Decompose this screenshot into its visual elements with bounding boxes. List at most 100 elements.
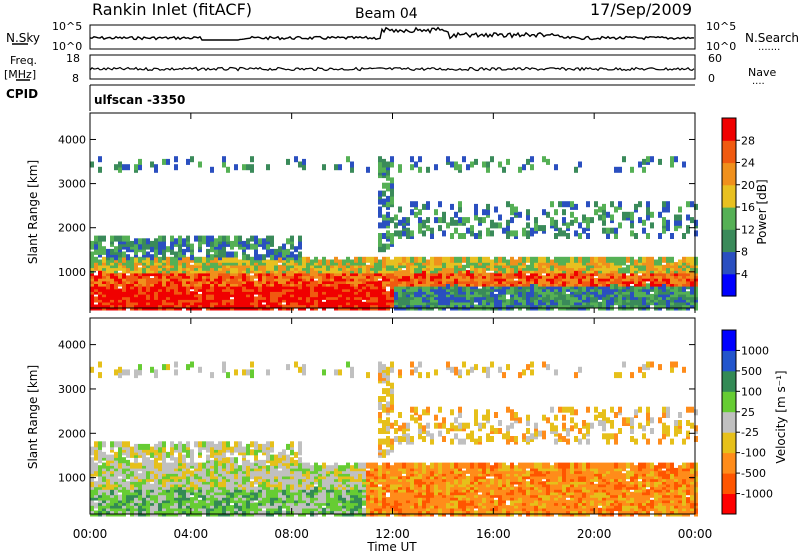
velocity-cell bbox=[454, 502, 458, 509]
velocity-cell bbox=[222, 451, 226, 458]
power-cell bbox=[106, 288, 110, 295]
power-cell bbox=[390, 259, 394, 266]
velocity-cell bbox=[154, 483, 158, 490]
power-cell bbox=[590, 217, 594, 224]
power-cell bbox=[530, 227, 534, 234]
power-cell bbox=[426, 280, 430, 287]
velocity-cell bbox=[330, 505, 334, 512]
velocity-cell bbox=[434, 494, 438, 501]
velocity-cell bbox=[346, 462, 350, 469]
power-cell bbox=[298, 235, 302, 242]
velocity-cell bbox=[238, 465, 242, 472]
velocity-cell bbox=[398, 436, 402, 442]
velocity-cell bbox=[454, 366, 458, 373]
velocity-cell bbox=[250, 369, 254, 376]
velocity-cell bbox=[294, 361, 298, 368]
velocity-cell bbox=[422, 483, 426, 490]
velocity-cell bbox=[450, 462, 454, 469]
velocity-cell bbox=[354, 505, 358, 512]
velocity-cell bbox=[290, 457, 294, 464]
power-cell bbox=[578, 233, 582, 239]
velocity-cell bbox=[402, 497, 406, 504]
velocity-cell bbox=[386, 462, 390, 469]
power-cell bbox=[478, 278, 482, 284]
velocity-cell bbox=[406, 505, 410, 512]
velocity-cell bbox=[198, 481, 202, 488]
velocity-cell bbox=[254, 441, 258, 448]
power-cell bbox=[666, 201, 670, 208]
power-cell bbox=[610, 227, 614, 234]
power-cell bbox=[434, 209, 438, 216]
power-cell bbox=[330, 272, 334, 279]
power-cell bbox=[514, 259, 518, 266]
power-cell bbox=[226, 166, 230, 173]
power-cell bbox=[318, 259, 322, 266]
power-cell bbox=[518, 270, 522, 277]
power-cell bbox=[586, 217, 590, 224]
power-colorbar-swatch bbox=[722, 162, 736, 186]
power-cell bbox=[454, 296, 458, 303]
power-colorbar-tick-label: 16 bbox=[741, 201, 755, 214]
freq-panel: 18 8 60 0 bbox=[66, 52, 722, 85]
power-cell bbox=[138, 267, 142, 274]
power-cell bbox=[614, 283, 618, 290]
power-cell bbox=[198, 256, 202, 263]
power-cell bbox=[334, 256, 338, 263]
velocity-cell bbox=[122, 491, 126, 498]
velocity-cell bbox=[274, 459, 278, 466]
velocity-cell bbox=[338, 465, 342, 472]
power-cell bbox=[218, 301, 222, 308]
power-cell bbox=[242, 272, 246, 279]
velocity-cell bbox=[414, 462, 418, 469]
power-cell bbox=[386, 243, 390, 250]
power-cell bbox=[270, 248, 274, 255]
power-cell bbox=[250, 275, 254, 282]
velocity-cell bbox=[334, 470, 338, 477]
velocity-cell bbox=[254, 454, 258, 461]
power-cell bbox=[502, 267, 506, 274]
velocity-cell bbox=[218, 441, 222, 448]
power-cell bbox=[234, 267, 238, 274]
noise-ytick-right-bottom: 10^0 bbox=[706, 40, 736, 53]
power-cell bbox=[602, 203, 606, 210]
power-cell bbox=[662, 256, 666, 263]
velocity-cell bbox=[350, 470, 354, 477]
power-cell bbox=[322, 264, 326, 271]
velocity-cell bbox=[242, 459, 246, 466]
freq-ytick-left-bottom: 8 bbox=[72, 72, 79, 85]
power-cell bbox=[294, 246, 298, 253]
power-cell bbox=[274, 280, 278, 287]
velocity-cell bbox=[194, 441, 198, 448]
velocity-cell bbox=[414, 502, 418, 509]
velocity-cell bbox=[326, 491, 330, 498]
velocity-cell bbox=[382, 449, 386, 456]
power-cell bbox=[438, 225, 442, 232]
velocity-cell bbox=[322, 507, 326, 514]
power-cell bbox=[578, 222, 582, 229]
power-cell bbox=[206, 301, 210, 308]
velocity-cell bbox=[122, 473, 126, 480]
velocity-cell bbox=[122, 441, 126, 448]
velocity-cell bbox=[382, 502, 386, 509]
velocity-cell bbox=[450, 507, 454, 514]
power-cell bbox=[618, 256, 622, 263]
velocity-cell bbox=[222, 441, 226, 448]
velocity-cell bbox=[118, 366, 122, 373]
power-cell bbox=[526, 214, 530, 221]
velocity-cell bbox=[90, 467, 94, 474]
power-cell bbox=[274, 264, 278, 271]
velocity-cell bbox=[122, 486, 126, 493]
power-cell bbox=[610, 283, 614, 290]
power-cell bbox=[450, 217, 454, 224]
power-cell bbox=[618, 222, 622, 229]
power-cell bbox=[570, 256, 574, 263]
power-cell bbox=[106, 275, 110, 282]
power-cell bbox=[162, 275, 166, 282]
power-cell bbox=[354, 267, 358, 274]
power-cell bbox=[690, 296, 694, 303]
power-cell bbox=[182, 272, 186, 279]
power-cell bbox=[222, 235, 226, 242]
power-cell bbox=[494, 222, 498, 229]
velocity-cell bbox=[250, 470, 254, 477]
power-cell bbox=[354, 299, 358, 306]
